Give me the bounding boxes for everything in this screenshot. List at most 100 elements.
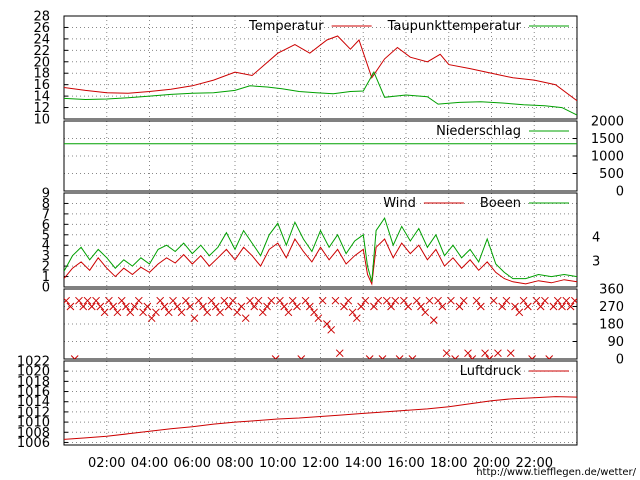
data-point bbox=[340, 302, 348, 311]
data-point bbox=[382, 296, 391, 305]
data-point bbox=[199, 302, 207, 311]
y-tick-label: 18 bbox=[33, 67, 50, 82]
y-tick-label: 14 bbox=[33, 90, 50, 105]
data-point bbox=[87, 302, 96, 311]
y-tick-label: 180 bbox=[599, 318, 624, 333]
y-tick-label: 0 bbox=[616, 353, 624, 368]
data-point bbox=[207, 296, 216, 305]
data-point bbox=[96, 302, 105, 311]
data-point bbox=[391, 296, 400, 305]
y-tick-label: 1000 bbox=[591, 150, 624, 165]
y-tick-label: 28 bbox=[33, 10, 50, 25]
y-tick-label: 7 bbox=[42, 207, 50, 222]
x-tick-label: 16:00 bbox=[387, 456, 424, 471]
panel-winddir: 0 90 180 270 360 bbox=[63, 283, 624, 368]
data-point bbox=[374, 296, 383, 305]
data-point bbox=[541, 296, 549, 305]
data-point bbox=[438, 302, 447, 311]
y-tick-label: 1020 bbox=[17, 365, 50, 380]
data-point bbox=[417, 302, 425, 311]
y-tick-label: 4 bbox=[42, 239, 50, 254]
y-tick-label: 1018 bbox=[17, 375, 50, 390]
data-point bbox=[425, 296, 434, 305]
data-point bbox=[370, 302, 378, 311]
y-tick-label: 90 bbox=[607, 335, 624, 350]
data-point bbox=[310, 308, 318, 317]
data-point bbox=[494, 349, 502, 358]
x-tick-label: 20:00 bbox=[473, 456, 510, 471]
data-point bbox=[511, 302, 519, 311]
data-point bbox=[447, 296, 455, 305]
data-point bbox=[387, 302, 395, 311]
data-point bbox=[323, 320, 331, 328]
y-tick-label: 16 bbox=[33, 78, 50, 93]
data-point bbox=[404, 302, 412, 311]
data-point bbox=[485, 355, 494, 359]
data-point bbox=[506, 349, 515, 358]
data-point bbox=[489, 296, 498, 305]
data-point bbox=[301, 296, 310, 305]
data-point bbox=[481, 349, 489, 358]
source-url[interactable]: http://www.tiefflegen.de/wetter/ bbox=[476, 467, 636, 478]
data-point bbox=[434, 296, 442, 305]
data-point bbox=[284, 308, 293, 317]
data-point bbox=[143, 302, 152, 311]
data-point bbox=[173, 302, 182, 311]
data-point bbox=[122, 302, 130, 311]
data-point bbox=[177, 308, 186, 317]
x-axis: 02:00 04:00 06:00 08:00 10:00 12:00 14:00 16:00… bbox=[88, 456, 553, 471]
legend-label: Temperatur bbox=[248, 19, 324, 34]
data-point bbox=[237, 302, 246, 311]
y-tick-label: 22 bbox=[33, 44, 50, 59]
y-tick-label: 1010 bbox=[17, 416, 50, 431]
y2-tick-label: 3 bbox=[592, 254, 600, 269]
data-point bbox=[476, 302, 485, 311]
data-point bbox=[186, 302, 194, 311]
data-point bbox=[276, 296, 284, 305]
data-point bbox=[241, 314, 250, 323]
x-tick-label: 22:00 bbox=[516, 456, 553, 471]
data-point bbox=[117, 296, 126, 305]
data-point bbox=[408, 355, 417, 359]
data-point bbox=[327, 325, 336, 334]
data-point bbox=[314, 314, 323, 323]
legend-label: Boeen bbox=[480, 196, 521, 211]
series-Luftdruck bbox=[64, 396, 577, 440]
y-tick-label: 360 bbox=[599, 283, 624, 298]
data-point bbox=[271, 355, 280, 359]
data-point bbox=[395, 355, 404, 359]
data-point bbox=[352, 314, 361, 323]
x-tick-label: 12:00 bbox=[302, 456, 339, 471]
data-point bbox=[233, 308, 241, 317]
data-point bbox=[134, 296, 143, 305]
y-tick-label: 1016 bbox=[17, 385, 50, 400]
data-point bbox=[344, 296, 353, 305]
data-point bbox=[126, 308, 135, 317]
data-point bbox=[553, 296, 562, 305]
y-tick-label: 500 bbox=[599, 167, 624, 182]
data-point bbox=[566, 302, 575, 311]
data-point bbox=[297, 355, 306, 359]
y-tick-label: 2000 bbox=[591, 115, 624, 130]
data-point bbox=[468, 355, 477, 359]
series-line bbox=[64, 70, 577, 116]
y-tick-label: 12 bbox=[33, 101, 50, 116]
y-tick-label: 26 bbox=[33, 21, 50, 36]
data-point bbox=[348, 308, 357, 317]
y-tick-label: 24 bbox=[33, 32, 50, 47]
data-point bbox=[224, 302, 233, 311]
data-point bbox=[400, 296, 408, 305]
data-point bbox=[472, 296, 481, 305]
data-point bbox=[361, 296, 370, 305]
data-point bbox=[498, 302, 507, 311]
y-tick-label: 1 bbox=[42, 270, 50, 285]
y-tick-label: 270 bbox=[599, 300, 624, 315]
series-Temperatur bbox=[64, 35, 577, 102]
y-tick-label: 2 bbox=[42, 260, 50, 275]
data-point bbox=[267, 296, 276, 305]
data-point bbox=[246, 296, 254, 305]
data-point bbox=[64, 296, 70, 305]
x-tick-label: 06:00 bbox=[174, 456, 211, 471]
